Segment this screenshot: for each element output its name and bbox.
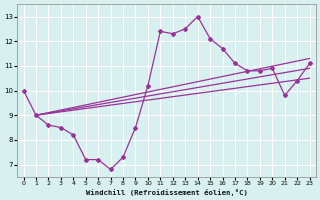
X-axis label: Windchill (Refroidissement éolien,°C): Windchill (Refroidissement éolien,°C) — [86, 189, 248, 196]
